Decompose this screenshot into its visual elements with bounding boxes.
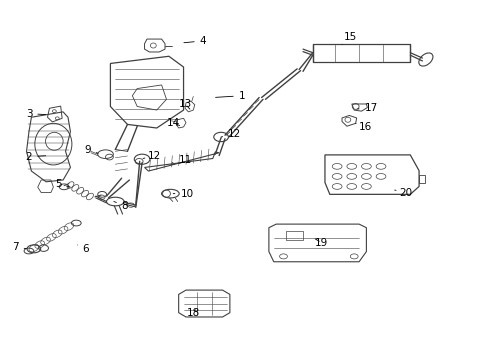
Text: 14: 14 bbox=[167, 118, 180, 128]
Text: 11: 11 bbox=[172, 155, 191, 165]
Text: 17: 17 bbox=[357, 103, 377, 113]
Text: 2: 2 bbox=[25, 152, 45, 162]
Text: 13: 13 bbox=[178, 99, 191, 109]
Text: 10: 10 bbox=[173, 189, 193, 199]
Text: 20: 20 bbox=[394, 188, 411, 198]
Text: 1: 1 bbox=[215, 91, 245, 101]
Text: 4: 4 bbox=[183, 36, 206, 46]
Text: 16: 16 bbox=[355, 122, 371, 132]
Text: 15: 15 bbox=[341, 32, 357, 44]
Text: 8: 8 bbox=[114, 201, 128, 211]
Text: 9: 9 bbox=[84, 144, 98, 154]
Text: 19: 19 bbox=[314, 238, 327, 248]
Text: 12: 12 bbox=[143, 150, 161, 161]
Text: 12: 12 bbox=[221, 129, 241, 139]
Text: 5: 5 bbox=[55, 179, 70, 189]
Bar bbox=[312, 44, 409, 62]
Text: 3: 3 bbox=[25, 109, 45, 119]
Text: 7: 7 bbox=[12, 242, 26, 252]
Text: 6: 6 bbox=[77, 244, 89, 254]
Text: 18: 18 bbox=[186, 309, 200, 318]
Bar bbox=[418, 175, 424, 183]
Bar bbox=[285, 231, 303, 240]
